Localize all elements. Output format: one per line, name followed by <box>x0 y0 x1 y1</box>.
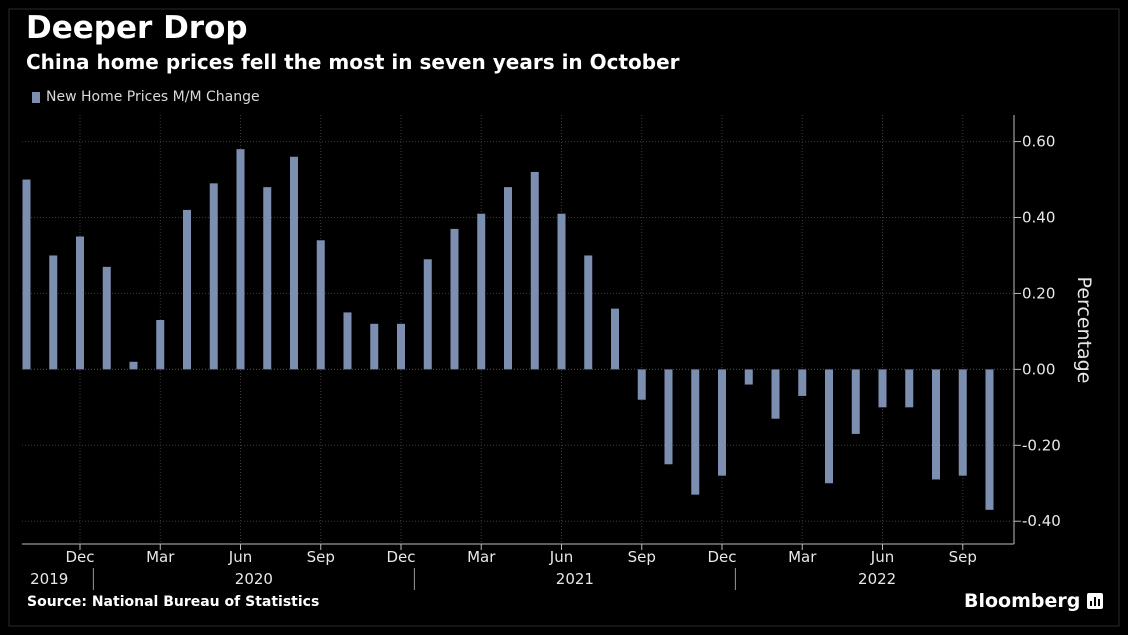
bar <box>851 369 860 434</box>
legend-label: New Home Prices M/M Change <box>46 89 260 105</box>
chart-title: Deeper Drop <box>26 10 248 46</box>
x-tick-label: Mar <box>467 548 496 566</box>
y-tick-label: 0.00 <box>1022 360 1055 378</box>
x-tick-label: Mar <box>146 548 175 566</box>
bar <box>825 369 833 484</box>
bar <box>557 213 566 370</box>
bar <box>771 369 780 419</box>
x-tick-label: Jun <box>549 548 573 566</box>
bar <box>905 369 914 408</box>
y-tick-label: 0.60 <box>1022 133 1055 151</box>
x-tick-label: Dec <box>707 548 736 566</box>
bar <box>209 183 218 370</box>
source-note: Source: National Bureau of Statistics <box>27 594 320 610</box>
bar <box>370 323 379 370</box>
y-tick-label: -0.20 <box>1022 436 1061 454</box>
bar <box>49 255 58 370</box>
legend: New Home Prices M/M Change <box>32 89 260 105</box>
bar <box>129 361 138 370</box>
legend-swatch <box>32 91 40 103</box>
bar <box>263 187 272 370</box>
brand-name: Bloomberg <box>964 590 1081 612</box>
x-tick-label: Sep <box>949 548 977 566</box>
bar <box>423 259 432 370</box>
bar <box>637 369 646 400</box>
x-year-label: 2022 <box>858 570 896 588</box>
bar <box>611 308 619 370</box>
x-tick-label: Dec <box>65 548 94 566</box>
bar-chart-icon <box>1087 593 1104 609</box>
bar <box>718 369 726 476</box>
x-tick-label: Sep <box>628 548 656 566</box>
y-axis-title: Percentage <box>1073 277 1095 384</box>
bar <box>290 156 298 370</box>
bar <box>958 369 967 476</box>
bar <box>985 369 994 510</box>
y-tick-label: 0.20 <box>1022 284 1055 302</box>
x-tick-label: Jun <box>228 548 252 566</box>
bar <box>343 312 352 370</box>
bar <box>316 240 325 370</box>
y-tick-label: -0.40 <box>1022 512 1061 530</box>
bar <box>397 323 405 370</box>
bar <box>798 369 807 396</box>
bar <box>530 171 539 370</box>
bar <box>76 236 84 370</box>
bar <box>504 187 512 370</box>
bar <box>450 228 459 370</box>
bar <box>664 369 673 465</box>
chart-subtitle: China home prices fell the most in seven… <box>26 50 680 74</box>
x-year-label: 2019 <box>30 570 68 588</box>
bar <box>22 179 31 370</box>
x-tick-label: Jun <box>870 548 894 566</box>
x-tick-label: Sep <box>307 548 335 566</box>
x-tick-label: Dec <box>386 548 415 566</box>
bar <box>477 213 486 370</box>
brand-logo: Bloomberg <box>964 590 1104 612</box>
bar <box>236 149 245 370</box>
y-tick-label: 0.40 <box>1022 209 1055 227</box>
bar <box>744 369 753 385</box>
bar <box>156 320 165 370</box>
bar <box>932 369 940 480</box>
bar <box>878 369 887 408</box>
bar <box>183 209 191 370</box>
x-year-label: 2020 <box>235 570 273 588</box>
x-tick-label: Mar <box>788 548 817 566</box>
bar <box>691 369 700 495</box>
bar <box>102 266 111 370</box>
x-year-label: 2021 <box>556 570 594 588</box>
bar <box>584 255 593 370</box>
